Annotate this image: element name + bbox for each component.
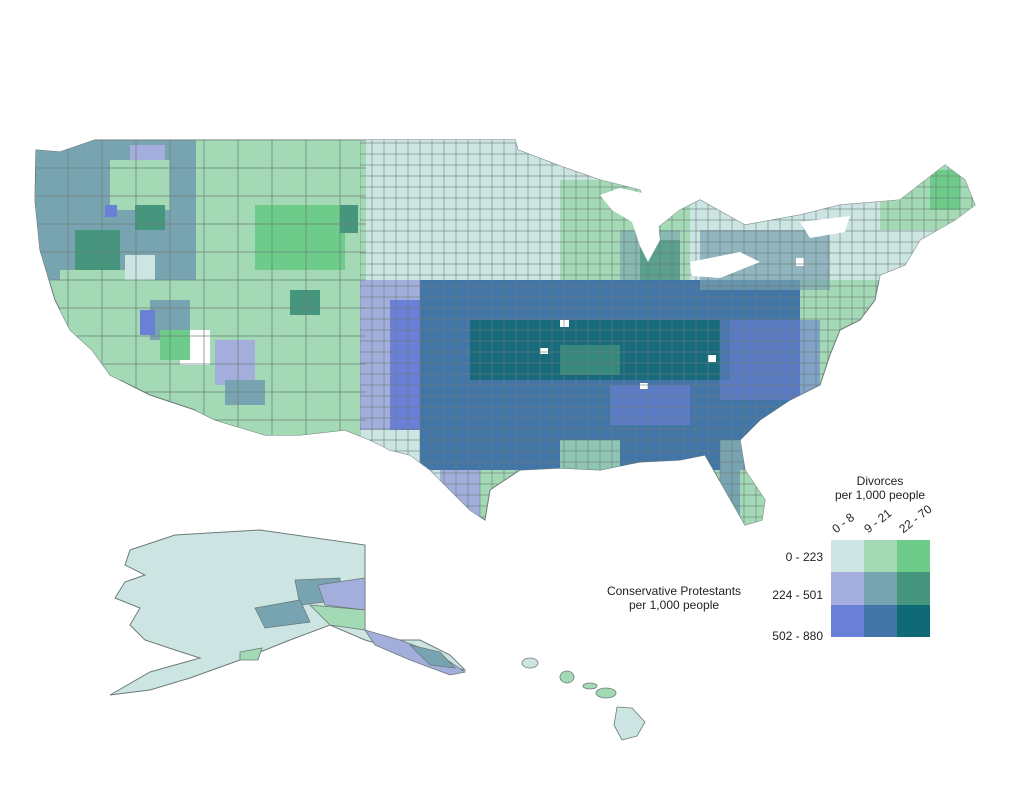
legend-cell-r0c0 bbox=[831, 540, 864, 573]
hawaii bbox=[521, 657, 646, 741]
legend-cell-r1c1 bbox=[864, 572, 897, 605]
legend-y-bin-0: 0 - 223 bbox=[785, 550, 823, 564]
alaska bbox=[109, 529, 467, 696]
legend-cell-r2c1 bbox=[864, 604, 897, 637]
legend-x-title-line2: per 1,000 people bbox=[834, 488, 926, 502]
legend-y-title-line1: Conservative Protestants bbox=[606, 584, 742, 598]
legend-color-grid bbox=[831, 540, 930, 637]
legend-x-title-line1: Divorces bbox=[856, 474, 904, 488]
legend-cell-r2c0 bbox=[831, 604, 864, 637]
legend-x-title: Divorces per 1,000 people bbox=[820, 474, 940, 502]
legend-cell-r0c1 bbox=[864, 540, 897, 573]
legend-y-bin-2: 502 - 880 bbox=[772, 629, 823, 643]
legend-cell-r2c2 bbox=[897, 604, 930, 637]
legend-y-title-line2: per 1,000 people bbox=[628, 598, 720, 612]
legend-cell-r0c2 bbox=[897, 540, 930, 573]
legend-cell-r1c2 bbox=[897, 572, 930, 605]
legend-y-bin-1: 224 - 501 bbox=[772, 588, 823, 602]
legend-y-title: Conservative Protestants per 1,000 peopl… bbox=[596, 584, 752, 612]
legend-cell-r1c0 bbox=[831, 572, 864, 605]
